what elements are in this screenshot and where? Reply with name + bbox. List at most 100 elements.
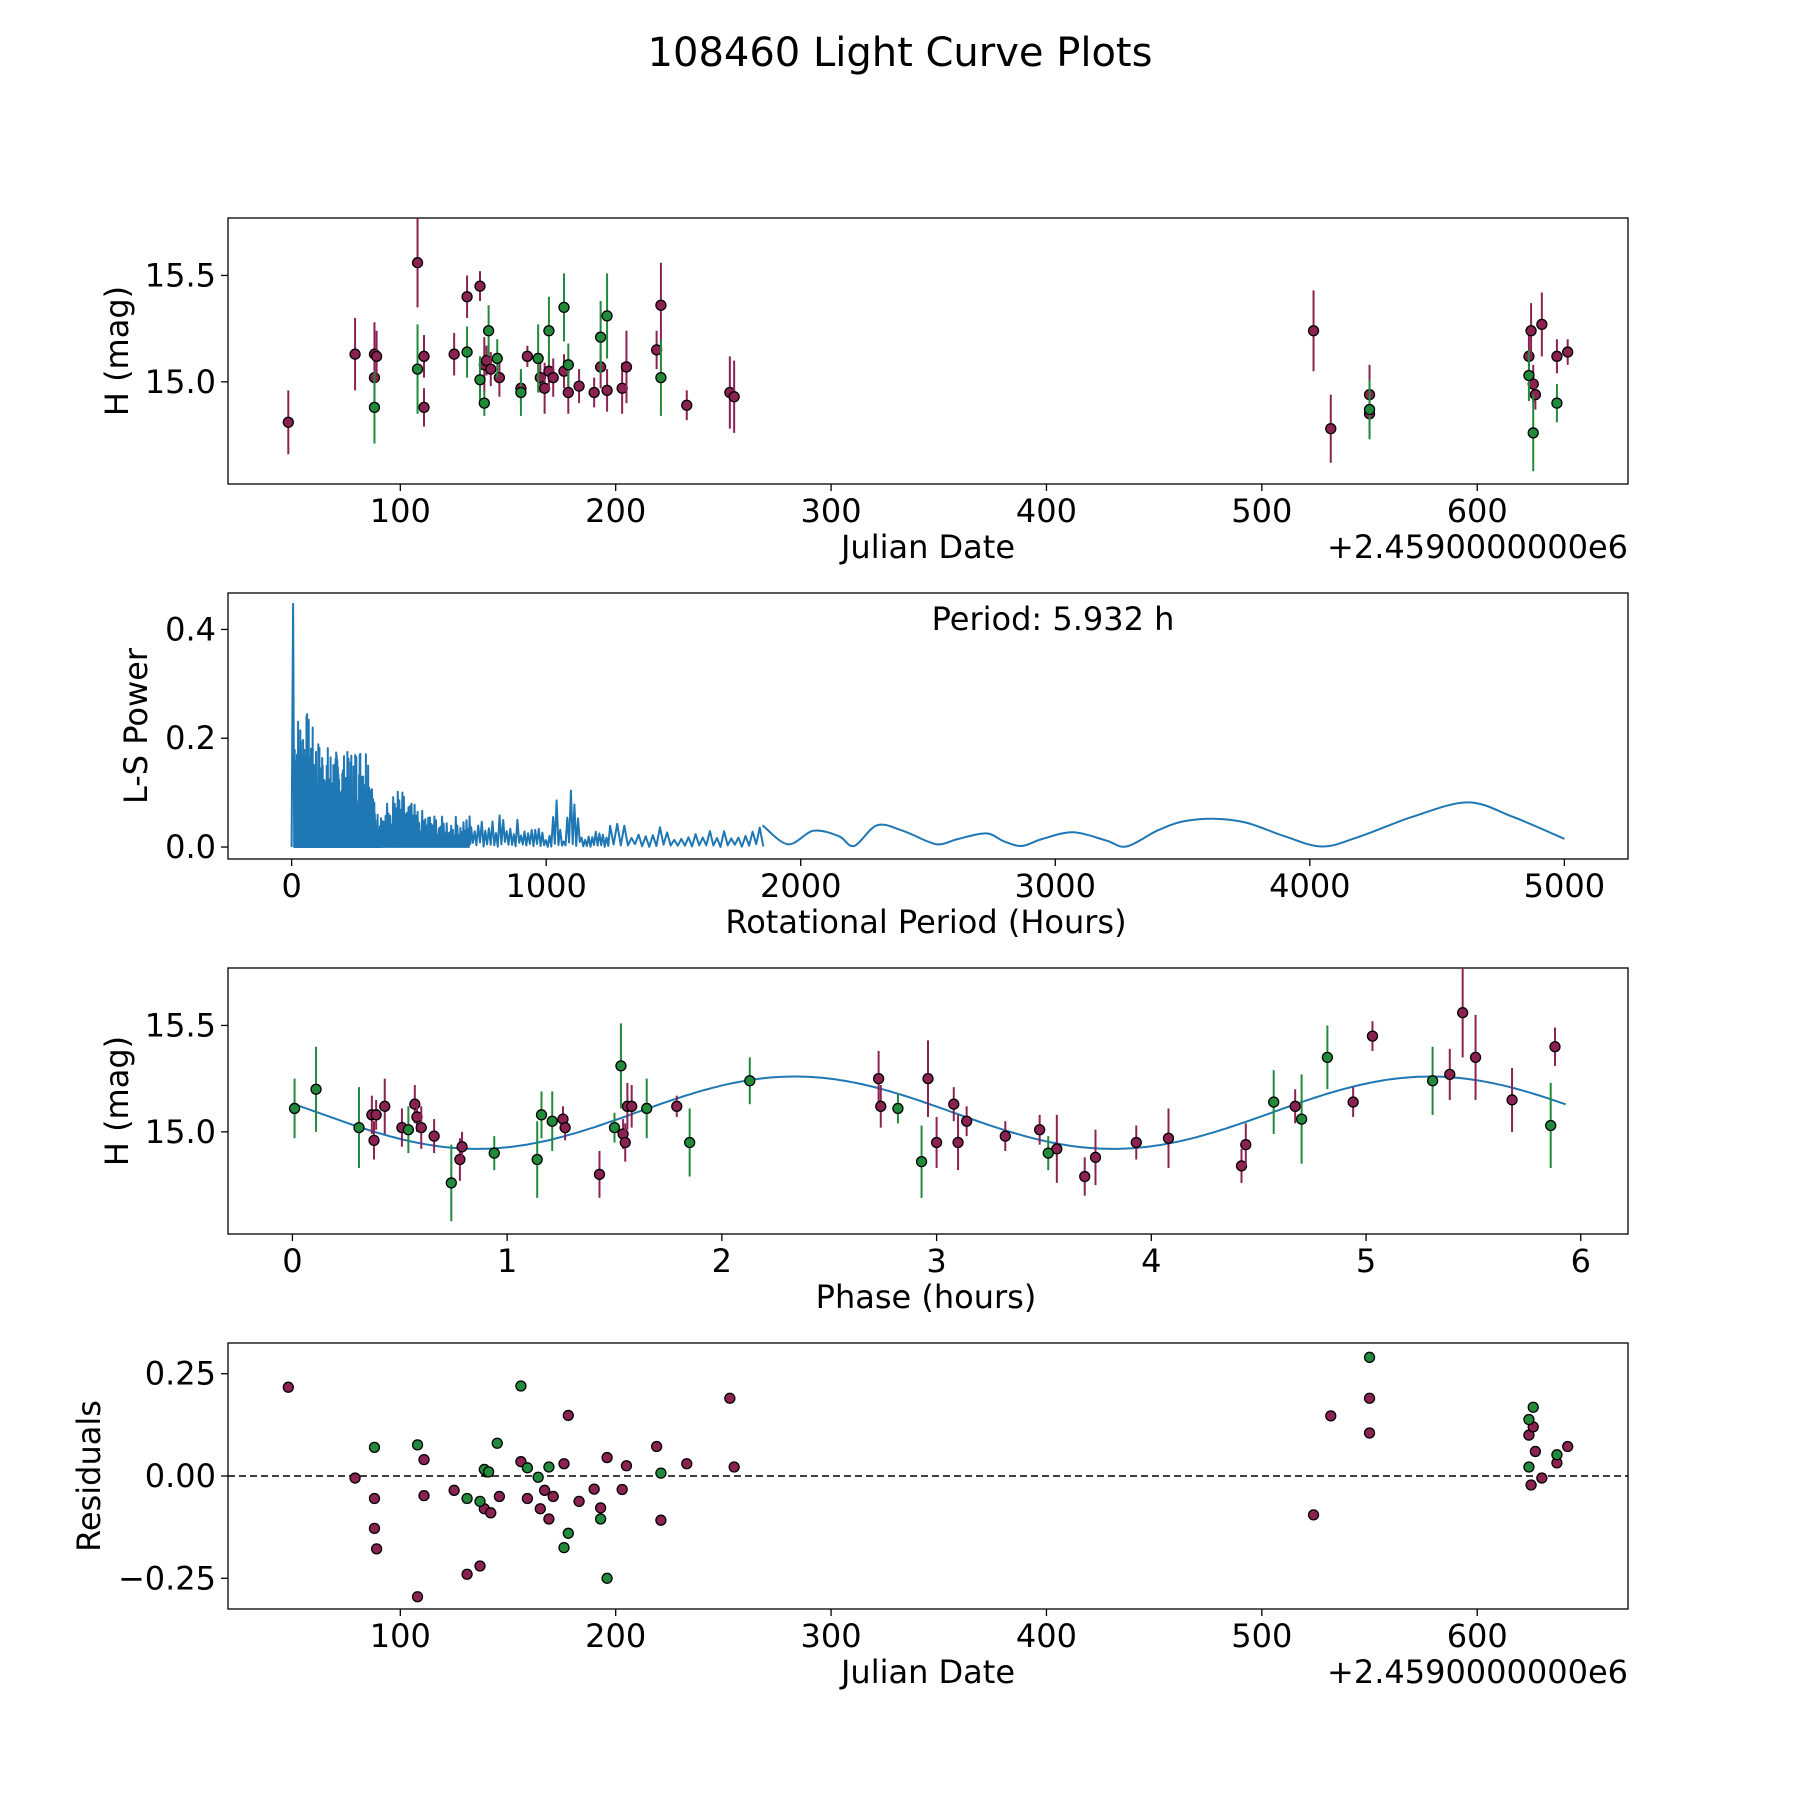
data-point	[930, 1136, 943, 1149]
data-point	[641, 1102, 653, 1115]
x-axis-label: Phase (hours)	[816, 1278, 1037, 1316]
data-point	[491, 1437, 503, 1449]
data-point	[353, 1121, 365, 1134]
data-point	[650, 1440, 663, 1453]
data-point	[310, 1083, 322, 1095]
data-point	[454, 1153, 466, 1166]
data-point	[594, 331, 607, 343]
data-point	[892, 1102, 904, 1115]
data-point	[671, 1100, 683, 1112]
data-point	[1525, 1479, 1537, 1491]
data-point	[1289, 1100, 1301, 1112]
data-point	[1523, 1461, 1535, 1473]
data-point	[1529, 388, 1542, 401]
data-point	[521, 1462, 534, 1474]
data-point	[1536, 1472, 1548, 1484]
x-tick-label: 2000	[760, 867, 841, 905]
data-point	[411, 1591, 424, 1603]
data-point	[626, 1100, 638, 1112]
data-point	[418, 350, 430, 362]
data-point	[534, 1503, 546, 1515]
panel-light-curve: 100 200 300 400 500 600 15.0 15.5 Julian Date H…	[98, 217, 1629, 566]
figure-title: 108460 Light Curve Plots	[648, 30, 1153, 76]
data-point	[368, 1441, 381, 1454]
data-point	[1268, 1096, 1280, 1108]
data-point	[532, 1471, 544, 1483]
x-offset-text: +2.4590000000e6	[1327, 528, 1628, 566]
data-point	[493, 371, 506, 384]
data-point	[370, 1543, 383, 1555]
data-point	[1307, 325, 1320, 337]
data-point	[1363, 1392, 1376, 1404]
data-point	[1523, 369, 1535, 382]
axes-frame	[227, 217, 1629, 485]
data-point	[1562, 346, 1574, 358]
series-maroon	[282, 1381, 1574, 1603]
data-point	[1042, 1147, 1054, 1159]
plot-area	[290, 602, 1565, 848]
data-point	[961, 1115, 973, 1127]
y-tick-label: 15.0	[145, 1113, 216, 1151]
plot-area	[228, 1351, 1628, 1603]
x-tick-label: 5	[1356, 1242, 1376, 1280]
axes-frame	[227, 592, 1629, 860]
data-point	[461, 346, 473, 358]
x-tick-label: 100	[370, 492, 431, 530]
data-point	[601, 310, 613, 322]
data-point	[608, 1121, 621, 1134]
data-point	[588, 1483, 600, 1495]
x-tick-label: 3	[926, 1242, 946, 1280]
data-point	[485, 1507, 497, 1519]
y-tick-label: 0.00	[145, 1457, 216, 1495]
data-point	[681, 399, 693, 411]
data-point	[474, 280, 486, 292]
x-tick-label: 300	[801, 1617, 862, 1655]
x-tick-label: 4	[1141, 1242, 1161, 1280]
data-point	[573, 1495, 585, 1508]
x-tick-label: 6	[1571, 1242, 1591, 1280]
period-annotation: Period: 5.932 h	[932, 600, 1175, 638]
x-tick-label: 0	[282, 1242, 302, 1280]
data-point	[1325, 1410, 1337, 1422]
x-tick-label: 100	[370, 1617, 431, 1655]
y-tick-label: 0.0	[165, 828, 216, 866]
x-tick-label: 500	[1231, 492, 1292, 530]
data-point	[728, 391, 740, 403]
data-point	[547, 371, 559, 384]
data-point	[744, 1075, 756, 1087]
panel-periodogram: 0 1000 2000 3000 4000 5000 0.0 0.2 0.4 Period: 5…	[117, 592, 1629, 941]
data-point	[349, 1472, 361, 1484]
data-point	[1366, 1030, 1379, 1042]
data-point	[1529, 1445, 1542, 1458]
y-axis-label: Residuals	[70, 1400, 108, 1552]
data-point	[1536, 318, 1548, 331]
data-point	[1079, 1170, 1091, 1183]
data-point	[418, 401, 430, 414]
x-tick-label: 2	[712, 1242, 732, 1280]
x-tick-label: 1000	[505, 867, 586, 905]
y-tick-label: 0.25	[145, 1355, 216, 1393]
data-point	[402, 1124, 415, 1136]
data-point	[1295, 1113, 1308, 1125]
data-point	[445, 1177, 457, 1189]
x-tick-label: 200	[585, 492, 646, 530]
data-point	[368, 1134, 380, 1147]
data-point	[461, 291, 473, 303]
data-point	[1523, 1413, 1535, 1426]
data-point	[724, 1392, 736, 1404]
data-point	[411, 257, 424, 269]
periodogram-dense-region	[290, 602, 765, 848]
y-tick-label: −0.25	[118, 1559, 216, 1597]
data-point	[1363, 403, 1376, 416]
x-offset-text: +2.4590000000e6	[1327, 1653, 1628, 1691]
data-point	[620, 361, 633, 373]
data-point	[1527, 427, 1539, 439]
data-point	[370, 350, 383, 362]
x-tick-label: 600	[1447, 492, 1508, 530]
y-tick-label: 15.0	[145, 363, 216, 401]
data-point	[655, 1467, 667, 1479]
tick-group: 100 200 300 400 500 600 −0.25 0.00 0.25	[118, 1355, 1508, 1655]
data-point	[728, 1461, 740, 1473]
data-point	[415, 1121, 427, 1134]
y-axis-label: L-S Power	[117, 647, 155, 804]
